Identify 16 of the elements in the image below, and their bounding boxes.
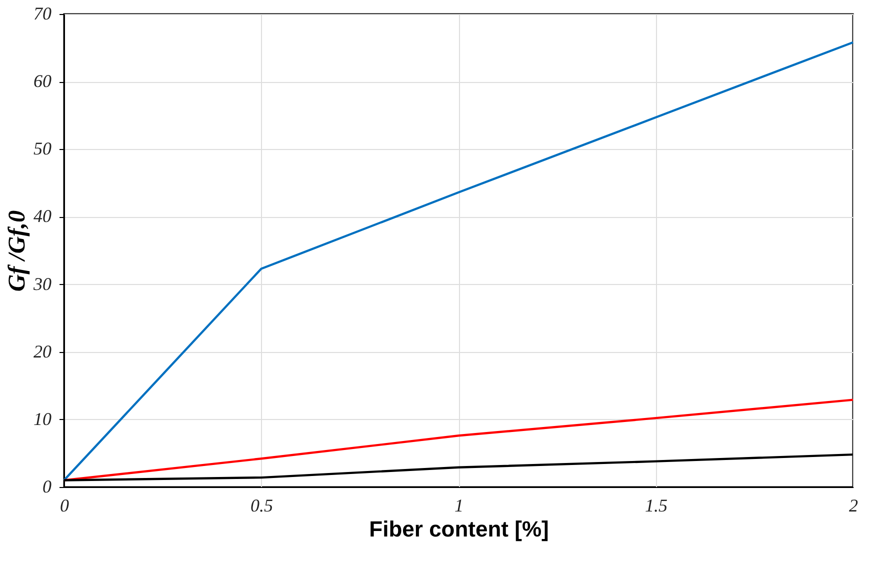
x-axis-title: Fiber content [%] (369, 516, 549, 542)
x-tick-label: 2 (849, 496, 858, 516)
y-tick-label: 20 (34, 341, 52, 362)
y-tick-label: 70 (34, 4, 52, 24)
x-tick-label: 0 (60, 496, 69, 516)
y-tick-label: 60 (34, 71, 52, 92)
x-tick-label: 1 (454, 496, 464, 516)
line-series (62, 41, 854, 482)
x-tick-label: 1.5 (645, 496, 668, 516)
y-tick-label: 40 (34, 206, 52, 226)
y-tick-label: 0 (42, 476, 52, 496)
y-axis-title: Gf /Gf,0 (4, 210, 30, 292)
y-tick-label: 50 (34, 138, 52, 159)
y-tick-label: 10 (34, 408, 52, 429)
x-tick-label: 0.5 (250, 496, 273, 516)
y-tick-label: 30 (32, 274, 52, 294)
